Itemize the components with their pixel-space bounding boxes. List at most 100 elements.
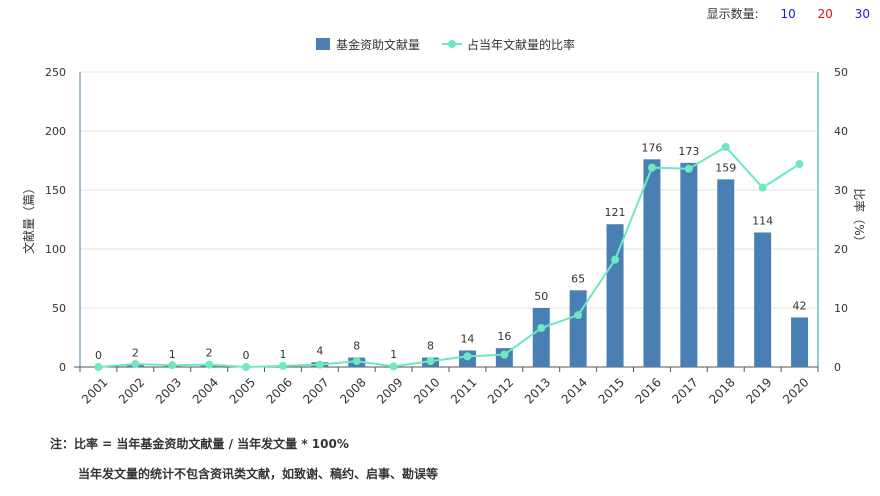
x-tick-label: 2013 [522,375,553,406]
x-tick-label: 2018 [706,375,737,406]
x-tick-label: 2005 [227,375,258,406]
display-count-option-20[interactable]: 20 [817,7,833,21]
ratio-point [131,360,140,369]
ratio-point [352,357,361,366]
bar [569,290,587,367]
ratio-point [94,363,103,371]
legend-bar-label: 基金资助文献量 [336,37,420,52]
note-exclusion: 当年发文量的统计不包含资讯类文献，如致谢、稿约、启事、勘误等 [78,467,439,481]
x-tick-label: 2008 [337,375,368,406]
bar [680,162,698,367]
y-left-tick-label: 100 [45,243,66,256]
bar-data-label: 42 [793,299,807,312]
x-tick-label: 2017 [669,375,700,406]
x-tick-label: 2001 [79,375,110,406]
x-tick-label: 2016 [633,375,664,406]
ratio-point [242,363,251,371]
legend-item-bar[interactable]: 基金资助文献量 [316,37,420,52]
bar-data-label: 173 [678,145,699,158]
display-count-option-10[interactable]: 10 [780,7,796,21]
display-count-control: 显示数量: 10 20 30 [707,5,870,22]
bar [717,179,735,367]
bar [754,232,772,367]
y-right-tick-label: 0 [834,361,841,374]
bar [532,308,550,367]
y-right-tick-label: 20 [834,243,848,256]
ratio-point [611,255,620,264]
ratio-point [758,183,767,192]
bar-data-label: 0 [243,349,250,362]
y-right-tick-label: 10 [834,302,848,315]
bar-data-label: 8 [353,340,360,353]
bar-data-label: 1 [279,348,286,361]
ratio-point [168,361,177,370]
ratio-point [684,164,693,173]
ratio-point [537,324,546,333]
x-tick-label: 2002 [116,375,147,406]
legend: 基金资助文献量 占当年文献量的比率 [316,37,575,52]
bar-data-label: 14 [460,332,474,345]
x-tick-label: 2015 [596,375,627,406]
y-left-tick-label: 250 [45,66,66,79]
y-axis-left-title: 文献量（篇） [21,182,36,254]
x-tick-label: 2010 [411,375,442,406]
ratio-point [315,360,324,369]
bar-data-label: 176 [641,141,662,154]
chart: 基金资助文献量 占当年文献量的比率 0501001502002500102030… [21,37,867,407]
legend-bar-swatch [316,38,330,50]
bar-data-label: 121 [605,206,626,219]
x-tick-label: 2006 [264,375,295,406]
y-right-tick-label: 30 [834,184,848,197]
ratio-point [426,357,435,366]
bar-data-label: 159 [715,161,736,174]
ratio-point [795,160,804,169]
x-tick-label: 2014 [559,375,590,406]
bar-data-label: 1 [390,348,397,361]
bar-data-label: 65 [571,272,585,285]
ratio-point [463,352,472,361]
bar-data-label: 2 [206,347,213,360]
x-tick-label: 2003 [153,375,184,406]
bar-data-label: 16 [497,330,511,343]
ratio-point [647,163,656,172]
bar [643,159,661,367]
bar-data-label: 2 [132,347,139,360]
ratio-point [278,361,287,370]
bar-data-label: 4 [316,344,323,357]
y-axis-right-title: 比率（%） [852,188,867,247]
bars [126,159,809,367]
x-tick-label: 2019 [743,375,774,406]
bar-data-label: 1 [169,348,176,361]
display-count-option-30[interactable]: 30 [854,7,870,21]
x-tick-label: 2020 [780,375,811,406]
ratio-point [205,360,214,369]
y-left-tick-label: 200 [45,125,66,138]
bar-data-label: 50 [534,290,548,303]
display-count-label: 显示数量: [706,7,759,21]
bar-data-label: 0 [95,349,102,362]
y-left-tick-label: 0 [59,361,66,374]
y-left-tick-label: 150 [45,184,66,197]
legend-item-line[interactable]: 占当年文献量的比率 [442,37,575,52]
bar [791,317,809,367]
ratio-point [500,350,509,359]
x-tick-labels: 2001 2002 2003 2004 2005 2006 2007 2008 2009 2010… [79,375,812,406]
x-tick-label: 2009 [374,375,405,406]
ratio-line [94,142,804,371]
legend-line-label: 占当年文献量的比率 [467,37,575,52]
bar-data-label: 114 [752,214,773,227]
ratio-point [721,142,730,151]
note-ratio-formula: 注：比率 = 当年基金资助文献量 / 当年发文量 * 100% [50,437,349,451]
ratio-point [574,311,583,320]
y-right-tick-label: 40 [834,125,848,138]
y-right-tick-label: 50 [834,66,848,79]
x-tick-label: 2011 [448,375,479,406]
legend-line-marker [448,40,456,48]
ratio-line-path [98,145,801,369]
bar [606,224,624,367]
gridlines [80,71,818,309]
bar-data-label: 8 [427,340,434,353]
y-left-tick-label: 50 [52,302,66,315]
